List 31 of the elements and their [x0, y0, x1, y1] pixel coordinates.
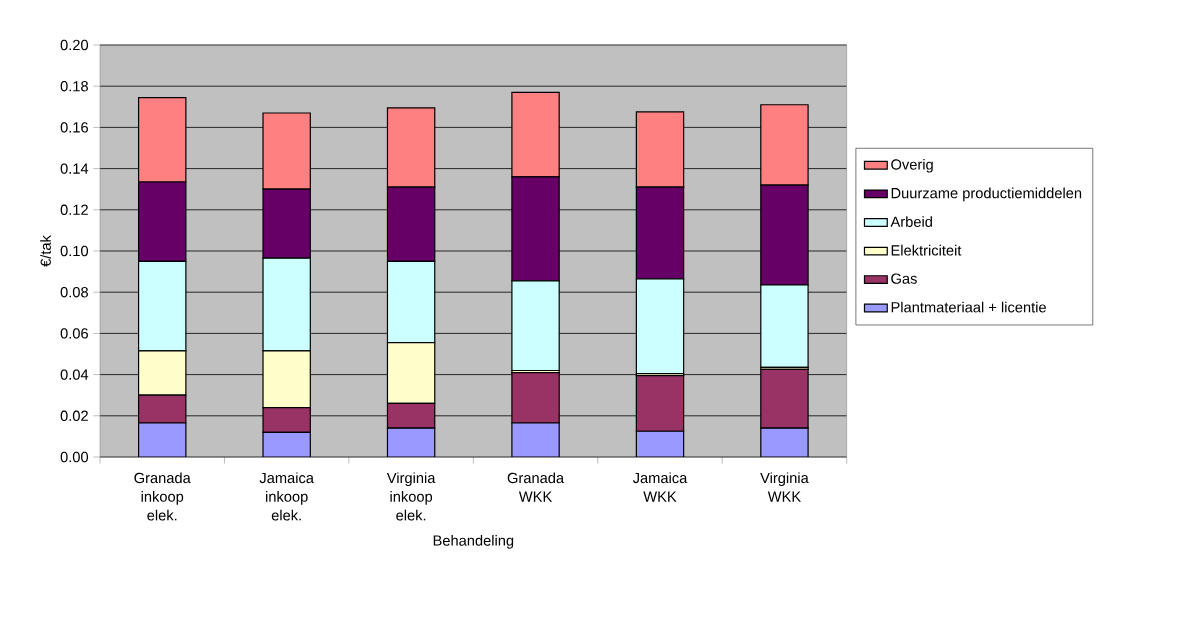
bar: [635, 430, 685, 457]
y-tick-label: 0.00: [60, 451, 89, 463]
x-tick-label: Jamaica inkoop elek.: [259, 472, 314, 521]
y-tick-label: 0.12: [60, 204, 88, 215]
x-tick-label: Granada WKK: [507, 472, 565, 502]
bar: [511, 422, 560, 457]
legend-label: Duurzame productiemiddelen: [891, 187, 1082, 202]
y-tick-label: 0.04: [60, 369, 89, 380]
bar: [137, 422, 187, 457]
legend-label: Arbeid: [890, 216, 932, 227]
x-tick-label: Virginia WKK: [760, 472, 809, 502]
y-tick-label: 0.02: [60, 410, 88, 421]
bar: [262, 431, 311, 457]
bar: [760, 427, 809, 457]
y-tick-label: 0.20: [60, 39, 89, 51]
y-axis-title: €/tak: [40, 235, 51, 267]
x-tick-label: Jamaica WKK: [632, 472, 688, 502]
x-tick-label: Virginia inkoop elek.: [386, 472, 436, 521]
legend-label: Elektriciteit: [891, 244, 962, 256]
legend-label: Overig: [891, 158, 933, 173]
x-tick-label: Granada inkoop elek.: [134, 472, 191, 521]
y-tick-label: 0.16: [60, 122, 88, 133]
x-axis-title: Behandeling: [433, 534, 514, 549]
y-tick-label: 0.18: [60, 81, 88, 92]
legend-label: Plantmateriaal + licentie: [891, 301, 1046, 313]
y-tick-label: 0.10: [60, 245, 89, 257]
bar: [386, 427, 436, 457]
legend-label: Gas: [891, 273, 917, 284]
y-tick-label: 0.08: [60, 287, 88, 298]
y-tick-label: 0.14: [60, 163, 89, 174]
y-tick-label: 0.06: [60, 328, 88, 339]
